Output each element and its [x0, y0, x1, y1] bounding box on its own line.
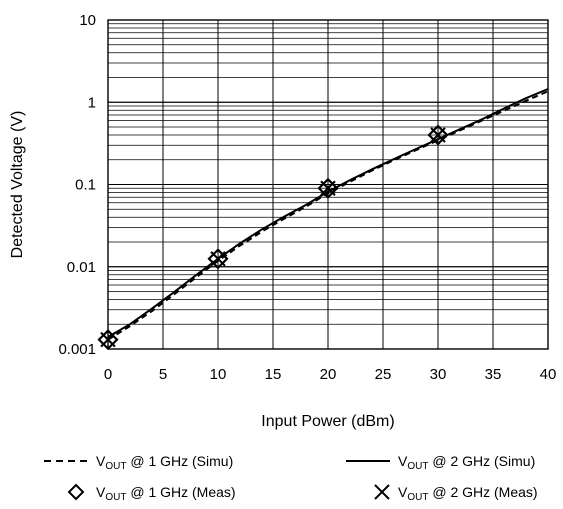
diamond-marker	[207, 248, 229, 270]
x-tick-label: 40	[540, 366, 557, 383]
series-line-1ghz-simu	[107, 90, 549, 341]
diamond-marker	[317, 177, 339, 199]
x-tick-label: 10	[210, 366, 227, 383]
series-line-2ghz-simu	[107, 88, 549, 338]
x-marker	[320, 180, 336, 196]
legend-diamond-swatch	[67, 483, 85, 501]
legend-entry: VOUT @ 1 GHz (Meas)	[67, 483, 236, 503]
y-tick-label: 0.1	[75, 177, 96, 194]
y-tick-label: 0.01	[67, 259, 96, 276]
y-tick-label: 1	[88, 94, 96, 111]
series-layer	[107, 88, 549, 341]
x-marker	[210, 251, 226, 267]
x-tick-label: 5	[159, 366, 167, 383]
x-tick-label: 15	[265, 366, 282, 383]
legend-label: VOUT @ 2 GHz (Simu)	[398, 453, 535, 472]
legend-entry: VOUT @ 2 GHz (Meas)	[374, 484, 538, 503]
diamond-marker	[427, 124, 449, 146]
plot-frame	[107, 19, 549, 350]
x-tick-label: 0	[104, 366, 112, 383]
x-tick-label: 25	[375, 366, 392, 383]
legend-entry: VOUT @ 1 GHz (Simu)	[44, 453, 233, 472]
legend-label: VOUT @ 2 GHz (Meas)	[398, 484, 538, 503]
legend-x-swatch	[374, 484, 390, 500]
legend-label: VOUT @ 1 GHz (Meas)	[96, 484, 236, 503]
grid	[107, 19, 549, 350]
x-marker-stroke	[430, 127, 446, 143]
legend-entry: VOUT @ 2 GHz (Simu)	[346, 453, 535, 472]
y-tick-label: 0.001	[58, 341, 96, 358]
x-marker-stroke	[210, 251, 226, 267]
x-tick-label: 20	[320, 366, 337, 383]
x-axis-label: Input Power (dBm)	[261, 413, 394, 430]
x-tick-label: 30	[430, 366, 447, 383]
x-marker	[430, 127, 446, 143]
x-tick-label: 35	[485, 366, 502, 383]
x-marker-stroke	[320, 180, 336, 196]
y-tick-label: 10	[79, 12, 96, 29]
y-axis-label: Detected Voltage (V)	[9, 111, 26, 259]
legend-label: VOUT @ 1 GHz (Simu)	[96, 453, 233, 472]
legend: VOUT @ 1 GHz (Simu) VOUT @ 2 GHz (Simu) VO…	[44, 453, 538, 503]
tick-labels: 0 5 10 15 20 25 30 35 40 0.001 0.01 0.1 1 10	[58, 12, 556, 383]
